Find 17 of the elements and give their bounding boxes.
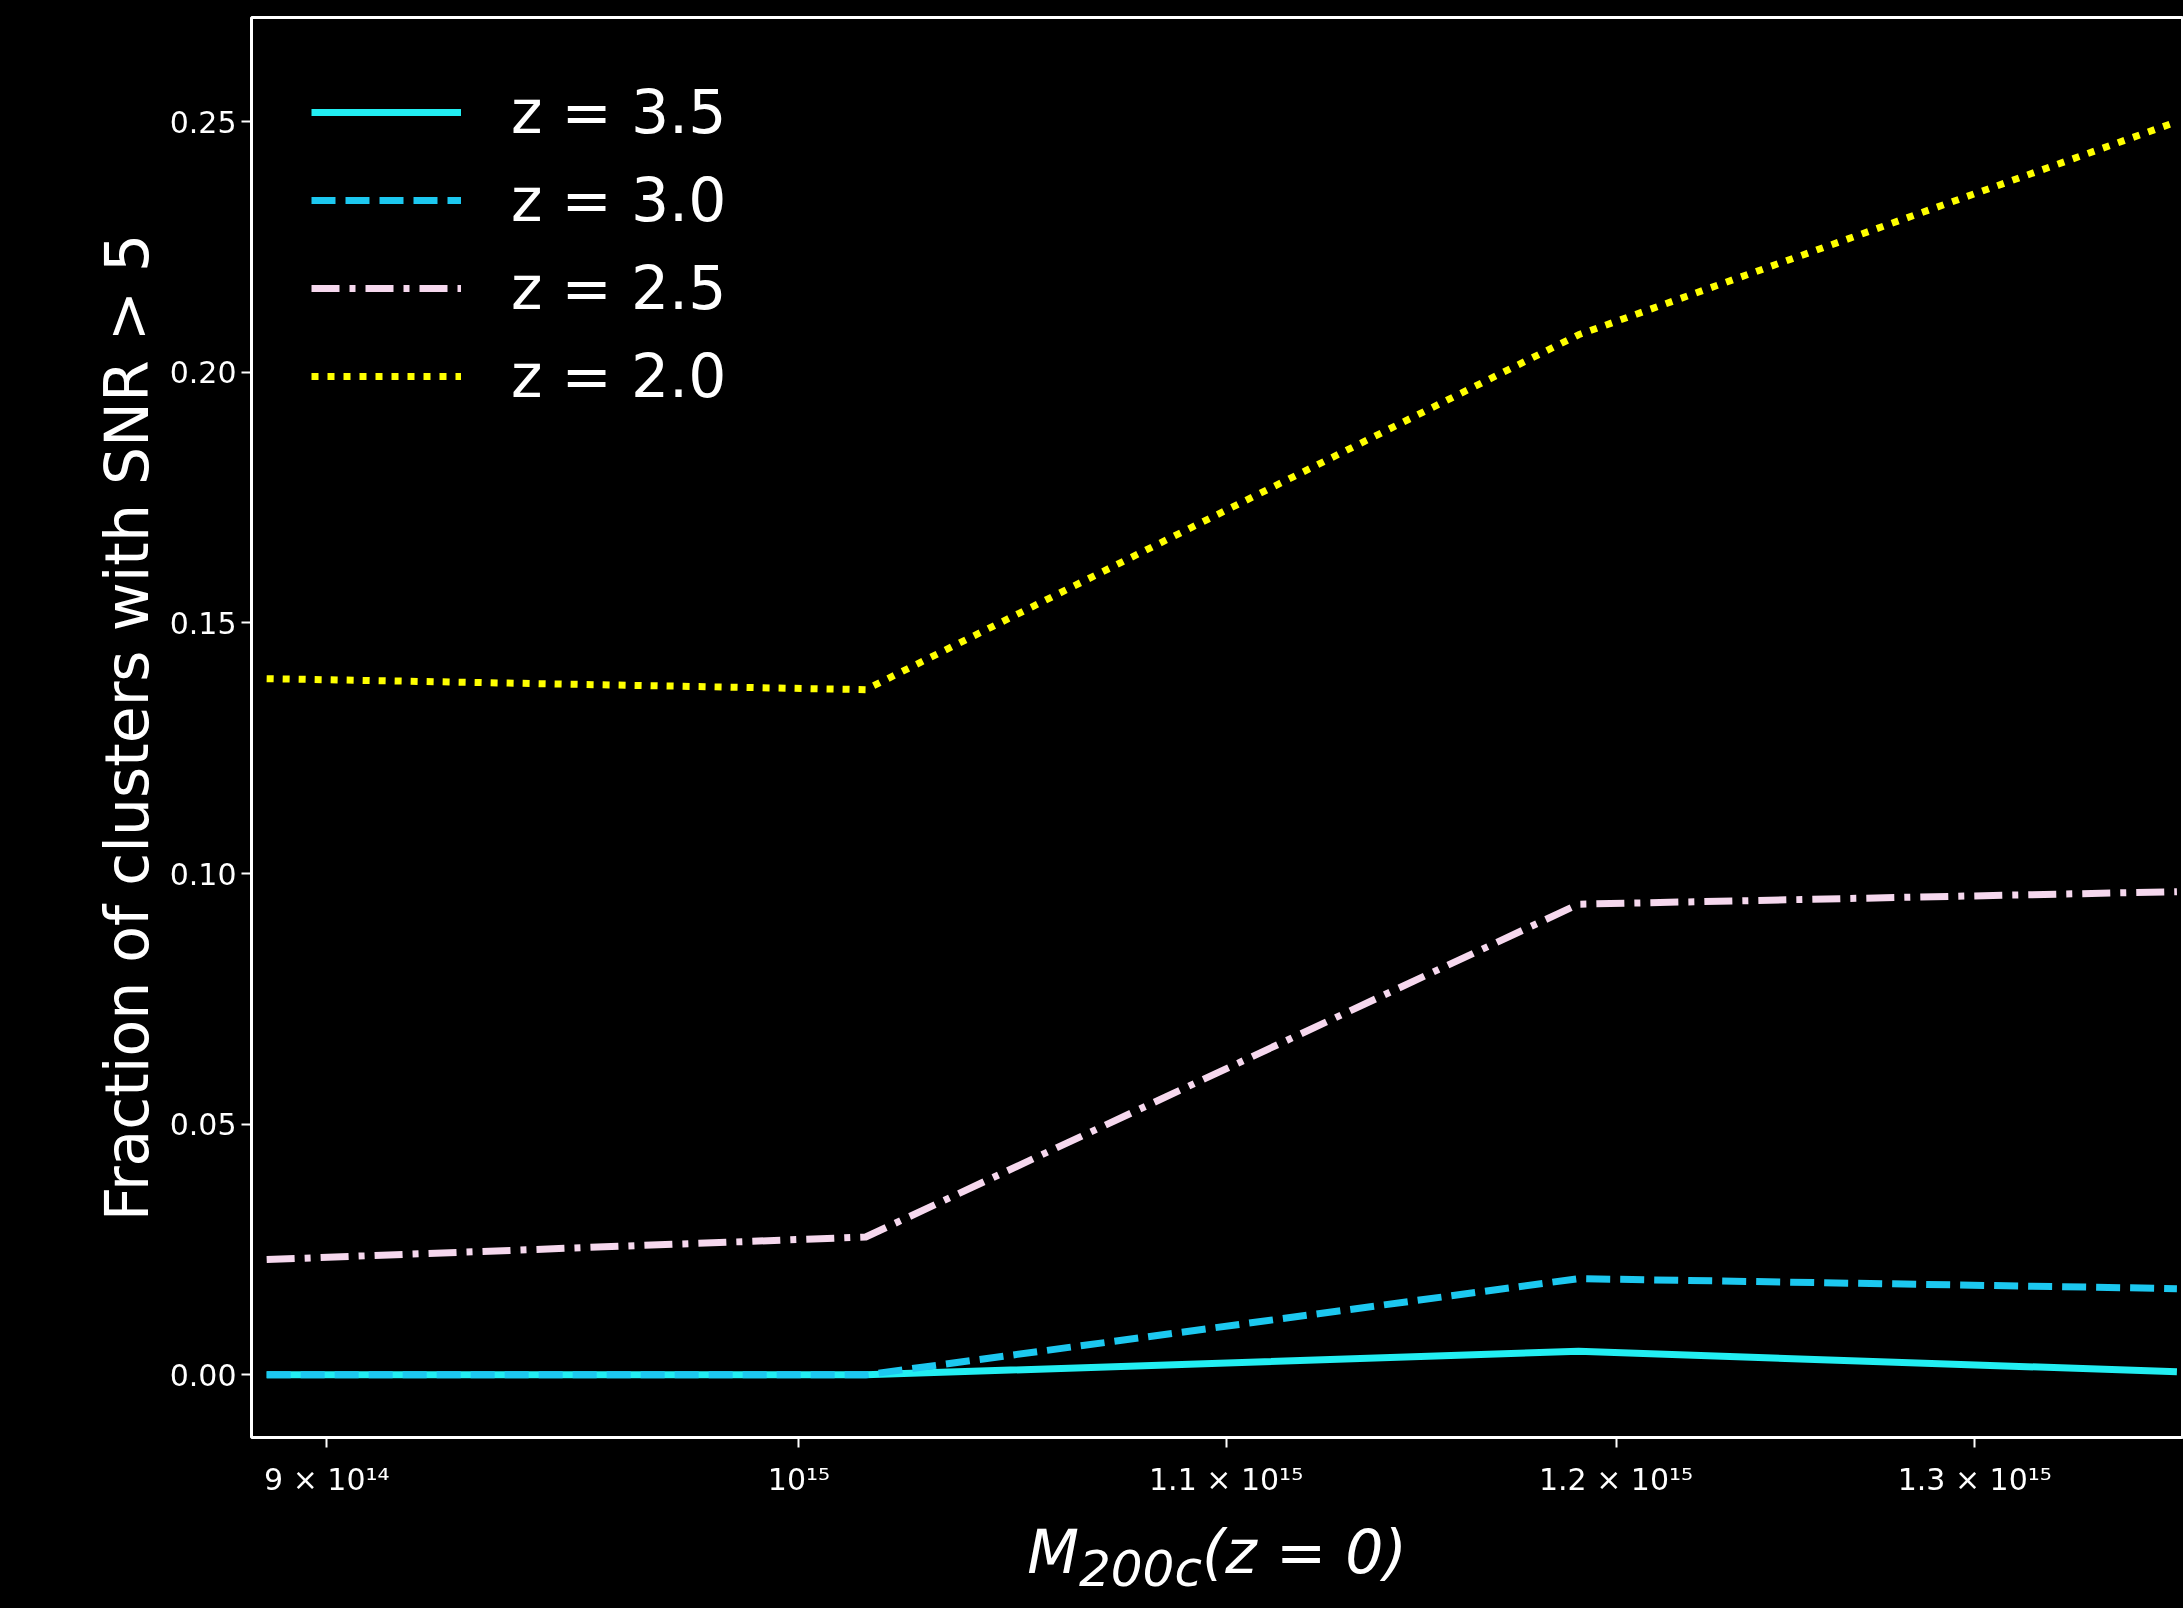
y-axis-title: Fraction of clusters with SNR > 5 <box>91 233 162 1222</box>
y-tick-label: 0.25 <box>169 104 237 140</box>
x-tick-label: 1.1 × 10¹⁵ <box>1149 1461 1304 1497</box>
y-tick-label: 0.00 <box>169 1357 237 1393</box>
x-tick-label: 1.3 × 10¹⁵ <box>1897 1461 2052 1497</box>
x-tick-label: 9 × 10¹⁴ <box>264 1461 390 1497</box>
legend-label: z = 3.5 <box>511 77 727 147</box>
legend-label: z = 2.5 <box>511 253 727 323</box>
y-tick-label: 0.05 <box>169 1107 237 1143</box>
legend-label: z = 3.0 <box>511 165 727 235</box>
x-tick-label: 1.2 × 10¹⁵ <box>1538 1461 1694 1497</box>
y-tick-label: 0.15 <box>169 605 237 641</box>
legend-label: z = 2.0 <box>511 341 727 411</box>
x-axis-title: M$_{200c}$(z = 0) <box>251 1510 2183 1606</box>
y-tick-label: 0.20 <box>169 355 237 391</box>
x-tick-label: 10¹⁵ <box>767 1461 831 1497</box>
y-tick-label: 0.10 <box>169 856 237 892</box>
